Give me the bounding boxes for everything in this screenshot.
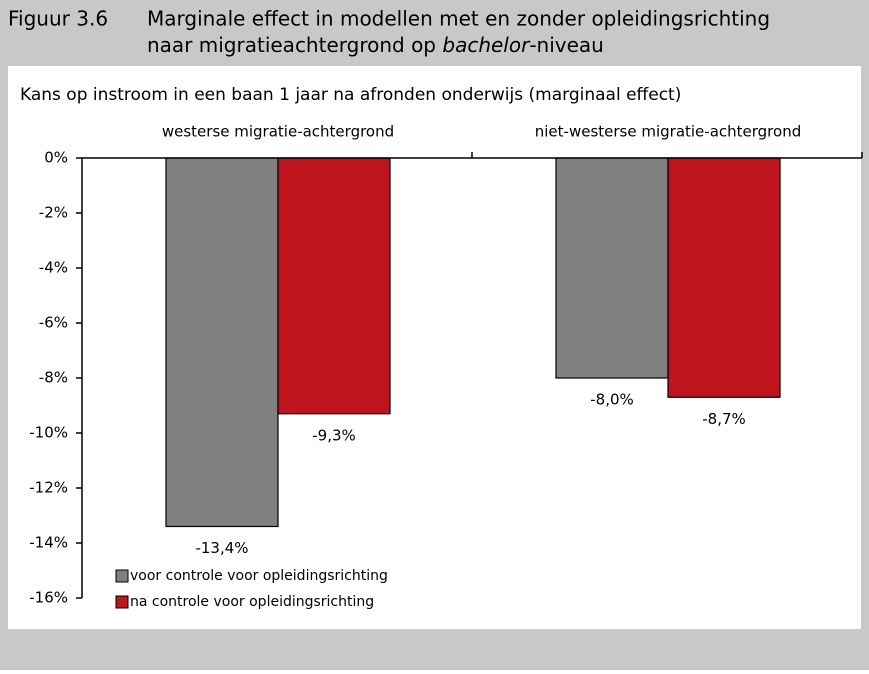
- figure-label: Figuur 3.6: [8, 7, 108, 31]
- group-label: westerse migratie-achtergrond: [162, 123, 394, 141]
- subtitle: Kans op instroom in een baan 1 jaar na a…: [20, 85, 681, 105]
- title-line: naar migratieachtergrond op bachelor-niv…: [147, 33, 604, 57]
- y-tick-label: -12%: [29, 479, 68, 497]
- y-tick-label: -6%: [39, 314, 68, 332]
- title-line: Marginale effect in modellen met en zond…: [147, 7, 770, 31]
- y-tick-label: -8%: [39, 369, 68, 387]
- title-part: -niveau: [529, 33, 604, 57]
- data-label: -8,0%: [590, 391, 634, 409]
- title-part: naar migratieachtergrond op: [147, 33, 442, 57]
- y-tick-label: -4%: [39, 259, 68, 277]
- data-label: -8,7%: [702, 410, 746, 428]
- y-tick-label: -14%: [29, 534, 68, 552]
- y-tick-label: -16%: [29, 589, 68, 607]
- legend-label: na controle voor opleidingsrichting: [130, 594, 374, 610]
- y-tick-label: 0%: [44, 149, 68, 167]
- bar: [555, 157, 669, 379]
- group-label: niet-westerse migratie-achtergrond: [535, 123, 801, 141]
- bar: [277, 157, 391, 415]
- y-tick-label: -10%: [29, 424, 68, 442]
- legend-swatch: [115, 595, 129, 609]
- bar: [667, 157, 781, 398]
- bar: [165, 157, 279, 528]
- legend-swatch: [115, 569, 129, 583]
- data-label: -9,3%: [312, 426, 356, 444]
- y-tick-label: -2%: [39, 204, 68, 222]
- data-label: -13,4%: [195, 539, 248, 557]
- title-part: bachelor: [442, 33, 531, 57]
- legend-label: voor controle voor opleidingsrichting: [130, 568, 388, 584]
